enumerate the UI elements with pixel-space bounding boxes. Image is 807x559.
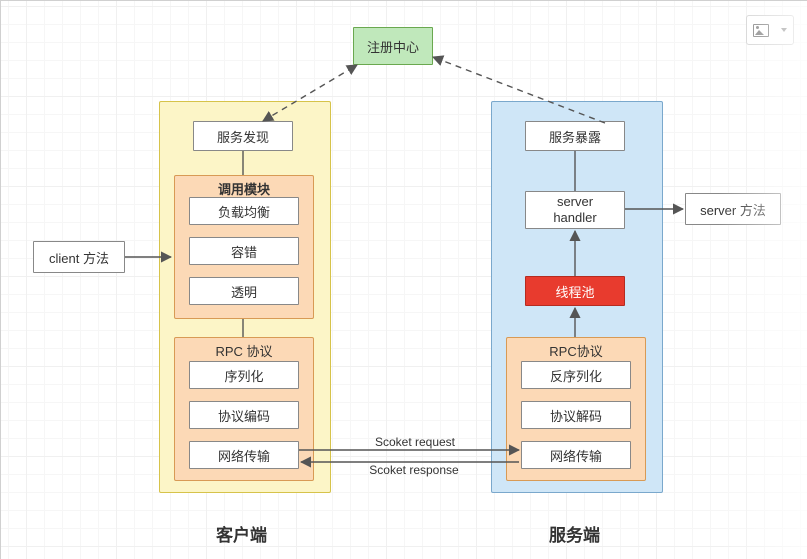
node-load-balance: 负载均衡 <box>189 197 299 225</box>
node-thread-pool: 线程池 <box>525 276 625 306</box>
node-label: server 方法 <box>700 200 766 219</box>
node-proto-encode: 协议编码 <box>189 401 299 429</box>
edge-label-socket-request: Scoket request <box>345 435 485 449</box>
node-label: 协议解码 <box>550 406 602 425</box>
server-rpc-title: RPC协议 <box>506 341 646 360</box>
node-label: 服务暴露 <box>549 127 601 146</box>
node-server-net: 网络传输 <box>521 441 631 469</box>
node-client-net: 网络传输 <box>189 441 299 469</box>
node-service-expose: 服务暴露 <box>525 121 625 151</box>
node-label: 注册中心 <box>367 37 419 56</box>
node-fault-tolerance: 容错 <box>189 237 299 265</box>
node-serialize: 序列化 <box>189 361 299 389</box>
node-label: 反序列化 <box>550 366 602 385</box>
insert-image-toolbar[interactable] <box>746 15 794 45</box>
node-label: 网络传输 <box>218 446 270 465</box>
node-server-handler: server handler <box>525 191 625 229</box>
node-transparent: 透明 <box>189 277 299 305</box>
node-label: 负载均衡 <box>218 202 270 221</box>
client-rpc-title: RPC 协议 <box>174 341 314 360</box>
node-service-discover: 服务发现 <box>193 121 293 151</box>
node-label: 容错 <box>231 242 257 261</box>
node-label: server handler <box>553 194 596 225</box>
node-label: 协议编码 <box>218 406 270 425</box>
node-proto-decode: 协议解码 <box>521 401 631 429</box>
node-label: client 方法 <box>49 248 109 267</box>
node-label: 序列化 <box>224 366 263 385</box>
dropdown-caret-icon <box>781 28 787 32</box>
node-label: 网络传输 <box>550 446 602 465</box>
node-deserialize: 反序列化 <box>521 361 631 389</box>
right-fade-overlay <box>718 1 807 559</box>
node-client-method: client 方法 <box>33 241 125 273</box>
diagram-canvas: 注册中心 服务发现 调用模块 负载均衡 容错 透明 RPC 协议 序列化 协议编… <box>0 0 807 559</box>
server-label: 服务端 <box>549 521 600 546</box>
node-server-method: server 方法 <box>685 193 781 225</box>
node-label: 服务发现 <box>217 127 269 146</box>
client-label: 客户端 <box>216 521 267 546</box>
invoke-module-title: 调用模块 <box>174 179 314 198</box>
node-registry: 注册中心 <box>353 27 433 65</box>
image-icon <box>753 24 769 37</box>
edge-label-socket-response: Scoket response <box>339 463 489 477</box>
node-label: 线程池 <box>555 282 594 301</box>
node-label: 透明 <box>231 282 257 301</box>
